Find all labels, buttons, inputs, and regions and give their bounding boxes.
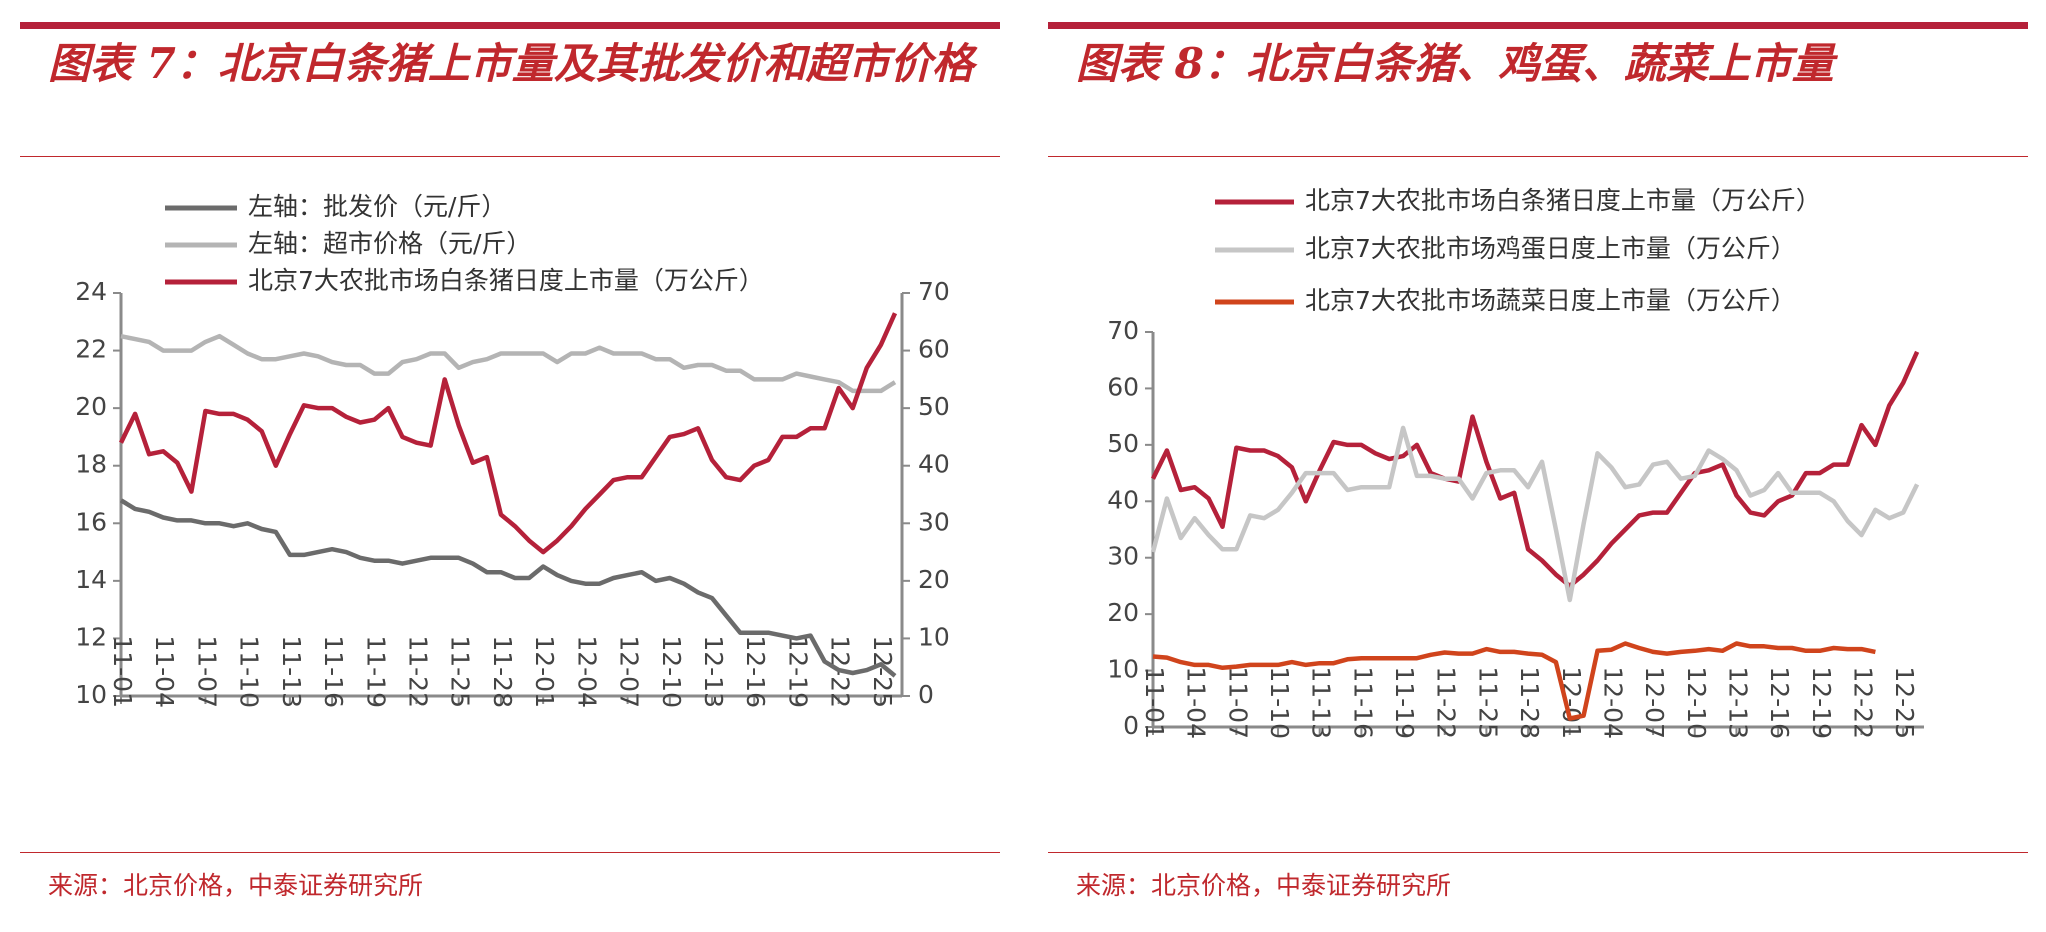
x-tick-label: 11-10	[1265, 666, 1294, 739]
x-tick-label: 11-16	[319, 635, 348, 708]
chart: 10 12 14 16 18 20 22 24 0 10 20 30 40 50 60 70 11-01 11-0…	[75, 192, 950, 709]
chart-title: 图表 8：北京白条猪、鸡蛋、蔬菜上市量	[1076, 39, 1834, 88]
y-tick-label: 10	[1107, 655, 1139, 684]
series-line	[118, 312, 898, 555]
y-tick-label: 50	[1107, 429, 1139, 458]
legend-text: 左轴：批发价（元/斤）	[248, 192, 506, 221]
y-tick-label: 12	[75, 622, 107, 651]
legend-text: 北京7大农批市场鸡蛋日度上市量（万公斤）	[1305, 234, 1796, 263]
x-tick-label: 11-13	[277, 635, 306, 708]
x-tick-label: 12-22	[1849, 666, 1878, 739]
source: 来源：北京价格，中泰证券研究所	[1076, 871, 1452, 900]
x-tick-label: 11-22	[1432, 666, 1461, 739]
rule	[20, 156, 1000, 157]
legend-text: 左轴：超市价格（元/斤）	[248, 229, 531, 258]
x-tick-label: 12-16	[741, 635, 770, 708]
x-tick-label: 12-16	[1765, 666, 1794, 739]
y-tick-label: 20	[75, 392, 107, 421]
y-tick-label: 10	[75, 680, 107, 709]
panel: 图表 8：北京白条猪、鸡蛋、蔬菜上市量 0 10 20 30 40 50 60 70 11-01…	[1048, 0, 2028, 932]
x-tick-label: 11-13	[1307, 666, 1336, 739]
series-line	[1150, 425, 1920, 603]
x-tick-label: 11-22	[404, 635, 433, 708]
x-tick-label: 11-28	[488, 635, 517, 708]
y2-tick-label: 20	[918, 565, 950, 594]
x-tick-label: 11-07	[1223, 666, 1252, 739]
x-tick-label: 11-19	[1390, 666, 1419, 739]
x-tick-label: 11-07	[192, 635, 221, 708]
y-tick-label: 24	[75, 277, 107, 306]
y2-tick-label: 60	[918, 335, 950, 364]
x-tick-label: 11-25	[1473, 666, 1502, 739]
x-tick-label: 12-13	[699, 635, 728, 708]
y-tick-label: 18	[75, 450, 107, 479]
x-tick-label: 11-04	[150, 635, 179, 708]
x-tick-label: 11-04	[1182, 666, 1211, 739]
x-tick-label: 11-10	[235, 635, 264, 708]
top-bar	[20, 22, 1000, 29]
y2-tick-label: 10	[918, 622, 950, 651]
series-line	[120, 333, 897, 394]
legend-text: 北京7大农批市场蔬菜日度上市量（万公斤）	[1305, 286, 1796, 315]
y-tick-label: 0	[1123, 711, 1139, 740]
y-tick-label: 20	[1107, 598, 1139, 627]
chart: 0 10 20 30 40 50 60 70 11-01 11-04 11-07 11-10 11-13…	[1107, 186, 1924, 740]
y2-tick-label: 50	[918, 392, 950, 421]
rule	[1048, 852, 2028, 853]
y-tick-label: 14	[75, 565, 107, 594]
y-tick-label: 60	[1107, 372, 1139, 401]
y-tick-label: 16	[75, 507, 107, 536]
x-tick-label: 12-04	[572, 635, 601, 708]
y-tick-label: 22	[75, 335, 107, 364]
rule	[1048, 156, 2028, 157]
legend-text: 北京7大农批市场白条猪日度上市量（万公斤）	[1305, 186, 1821, 215]
x-tick-label: 11-01	[1140, 666, 1169, 739]
y2-tick-label: 30	[918, 507, 950, 536]
rule	[20, 852, 1000, 853]
x-tick-label: 12-10	[1682, 666, 1711, 739]
series-line	[119, 498, 897, 678]
y2-tick-label: 70	[918, 277, 950, 306]
x-tick-label: 12-07	[615, 635, 644, 708]
x-tick-label: 11-01	[108, 635, 137, 708]
x-tick-label: 12-01	[530, 635, 559, 708]
panel: 图表 7：北京白条猪上市量及其批发价和超市价格 10 12 14 16 18 20 22 24…	[20, 0, 1000, 932]
x-tick-label: 12-04	[1598, 666, 1627, 739]
y-tick-label: 40	[1107, 485, 1139, 514]
x-tick-label: 12-10	[657, 635, 686, 708]
y2-tick-label: 0	[918, 680, 934, 709]
y2-tick-label: 40	[918, 450, 950, 479]
series-line	[1152, 641, 1876, 721]
x-tick-label: 12-19	[784, 635, 813, 708]
top-bar	[1048, 22, 2028, 29]
series-line	[1150, 350, 1920, 589]
chart-title: 图表 7：北京白条猪上市量及其批发价和超市价格	[48, 39, 974, 88]
x-tick-label: 11-28	[1515, 666, 1544, 739]
y-tick-label: 30	[1107, 542, 1139, 571]
source: 来源：北京价格，中泰证券研究所	[48, 871, 424, 900]
x-tick-label: 12-07	[1640, 666, 1669, 739]
x-tick-label: 11-25	[446, 635, 475, 708]
x-tick-label: 12-13	[1724, 666, 1753, 739]
y-tick-label: 70	[1107, 316, 1139, 345]
x-tick-label: 11-19	[361, 635, 390, 708]
x-tick-label: 11-16	[1348, 666, 1377, 739]
x-tick-label: 12-19	[1807, 666, 1836, 739]
x-tick-label: 12-25	[1890, 666, 1919, 739]
legend-text: 北京7大农批市场白条猪日度上市量（万公斤）	[248, 266, 764, 295]
